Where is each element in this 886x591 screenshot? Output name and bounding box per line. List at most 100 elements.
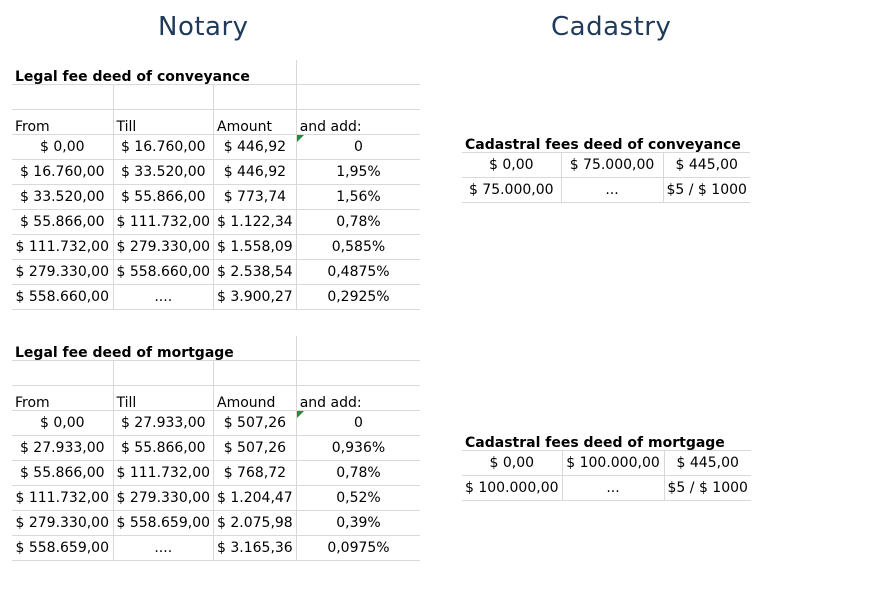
- cell: $ 445,00: [664, 450, 751, 476]
- cell: $ 33.520,00: [12, 184, 114, 210]
- table-row: $ 75.000,00... $5 / $ 1000: [462, 177, 750, 203]
- cadastral-mortgage-table: Cadastral fees deed of mortgage $ 0,00 $ …: [462, 426, 751, 501]
- cell: $ 111.732,00: [12, 234, 114, 260]
- cell: $ 0,00: [462, 152, 562, 178]
- table-row: $ 279.330,00 $ 558.660,00 $ 2.538,54 0,4875…: [12, 259, 421, 285]
- cell: 0,78%: [296, 460, 421, 486]
- table-title: Cadastral fees deed of mortgage: [462, 426, 751, 451]
- cell: 1,56%: [296, 184, 421, 210]
- cell: $ 2.075,98: [213, 510, 297, 536]
- cell: 0,0975%: [296, 535, 421, 561]
- cell: $ 16.760,00: [113, 134, 215, 160]
- cell: $ 16.760,00: [12, 159, 114, 185]
- column-header: Till: [113, 385, 215, 411]
- table-row: $ 111.732,00 $ 279.330,00 $ 1.204,47 0,52%: [12, 485, 421, 511]
- cell: [296, 84, 421, 110]
- cell: ....: [113, 535, 215, 561]
- table-row: $ 558.659,00.... $ 3.165,36 0,0975%: [12, 535, 421, 561]
- table-title: Cadastral fees deed of conveyance: [462, 128, 750, 153]
- cell: $ 507,26: [213, 435, 297, 461]
- table-row: $ 16.760,00 $ 33.520,00 $ 446,92 1,95%: [12, 159, 421, 185]
- table-row: $ 279.330,00 $ 558.659,00 $ 2.075,98 0,39%: [12, 510, 421, 536]
- cadastry-heading: Cadastry: [551, 12, 672, 42]
- table-row: $ 55.866,00 $ 111.732,00 $ 1.122,34 0,78%: [12, 209, 421, 235]
- cell: $ 27.933,00: [113, 410, 215, 436]
- column-header: and add:: [296, 109, 421, 135]
- notary-heading: Notary: [158, 12, 249, 42]
- cell: $ 111.732,00: [12, 485, 114, 511]
- cell: ...: [561, 177, 664, 203]
- cell: $ 55.866,00: [12, 460, 114, 486]
- cell: $5 / $ 1000: [663, 177, 750, 203]
- cell: 1,95%: [296, 159, 421, 185]
- cell: $ 558.659,00: [12, 535, 114, 561]
- column-header: and add:: [296, 385, 421, 411]
- cell: $ 1.558,09: [213, 234, 297, 260]
- cell: $ 33.520,00: [113, 159, 215, 185]
- table-row: $ 33.520,00 $ 55.866,00 $ 773,74 1,56%: [12, 184, 421, 210]
- cell: $ 0,00: [12, 134, 114, 160]
- cell: 0: [296, 410, 421, 436]
- cell: $ 55.866,00: [113, 184, 215, 210]
- cell: [296, 60, 421, 85]
- cell: $ 0,00: [462, 450, 563, 476]
- table-row: $ 0,00 $ 27.933,00 $ 507,26 0: [12, 410, 421, 436]
- table-title: Legal fee deed of conveyance: [12, 60, 297, 85]
- table-row: $ 100.000,00... $5 / $ 1000: [462, 475, 751, 501]
- cell: $ 1.204,47: [213, 485, 297, 511]
- cell: [12, 84, 114, 110]
- cell: $ 507,26: [213, 410, 297, 436]
- cell: $ 558.660,00: [113, 259, 215, 285]
- cell: 0,52%: [296, 485, 421, 511]
- cell: $ 279.330,00: [12, 510, 114, 536]
- cell: $ 446,92: [213, 159, 297, 185]
- cell: ....: [113, 284, 215, 310]
- cell: 0,936%: [296, 435, 421, 461]
- cell: $ 3.165,36: [213, 535, 297, 561]
- cell: $ 446,92: [213, 134, 297, 160]
- cell: [113, 360, 215, 386]
- column-header: Amound: [213, 385, 297, 411]
- table-row: $ 0,00 $ 16.760,00 $ 446,92 0: [12, 134, 421, 160]
- table-row: $ 0,00 $ 100.000,00 $ 445,00: [462, 450, 751, 476]
- column-header: Amount: [213, 109, 297, 135]
- cell: $ 279.330,00: [113, 234, 215, 260]
- cell: [12, 360, 114, 386]
- cell: 0,4875%: [296, 259, 421, 285]
- cell: $ 445,00: [663, 152, 750, 178]
- cell: $ 2.538,54: [213, 259, 297, 285]
- cell: 0,39%: [296, 510, 421, 536]
- column-header: From: [12, 385, 114, 411]
- cell: $5 / $ 1000: [664, 475, 751, 501]
- cell: 0,2925%: [296, 284, 421, 310]
- cell: $ 100.000,00: [562, 450, 665, 476]
- cell: $ 558.660,00: [12, 284, 114, 310]
- column-header: Till: [113, 109, 215, 135]
- cell: $ 27.933,00: [12, 435, 114, 461]
- cell: 0,585%: [296, 234, 421, 260]
- cell: ...: [562, 475, 665, 501]
- cell: 0: [296, 134, 421, 160]
- cell: 0,78%: [296, 209, 421, 235]
- cell: $ 55.866,00: [113, 435, 215, 461]
- cell: $ 279.330,00: [113, 485, 215, 511]
- table-row: $ 111.732,00 $ 279.330,00 $ 1.558,09 0,585%: [12, 234, 421, 260]
- cell: $ 279.330,00: [12, 259, 114, 285]
- cell: $ 111.732,00: [113, 460, 215, 486]
- cell: $ 768,72: [213, 460, 297, 486]
- cell: $ 111.732,00: [113, 209, 215, 235]
- cadastral-conveyance-table: Cadastral fees deed of conveyance $ 0,00…: [462, 128, 750, 203]
- cell: $ 75.000,00: [561, 152, 664, 178]
- notary-mortgage-table: Legal fee deed of mortgage From Till Amo…: [12, 336, 421, 561]
- cell: [213, 360, 297, 386]
- cell: $ 0,00: [12, 410, 114, 436]
- table-row: $ 27.933,00 $ 55.866,00 $ 507,26 0,936%: [12, 435, 421, 461]
- notary-conveyance-table: Legal fee deed of conveyance From Till A…: [12, 60, 421, 310]
- cell: $ 100.000,00: [462, 475, 563, 501]
- cell: $ 1.122,34: [213, 209, 297, 235]
- cell: $ 558.659,00: [113, 510, 215, 536]
- cell: $ 773,74: [213, 184, 297, 210]
- table-title: Legal fee deed of mortgage: [12, 336, 297, 361]
- cell: $ 3.900,27: [213, 284, 297, 310]
- table-row: $ 0,00 $ 75.000,00 $ 445,00: [462, 152, 750, 178]
